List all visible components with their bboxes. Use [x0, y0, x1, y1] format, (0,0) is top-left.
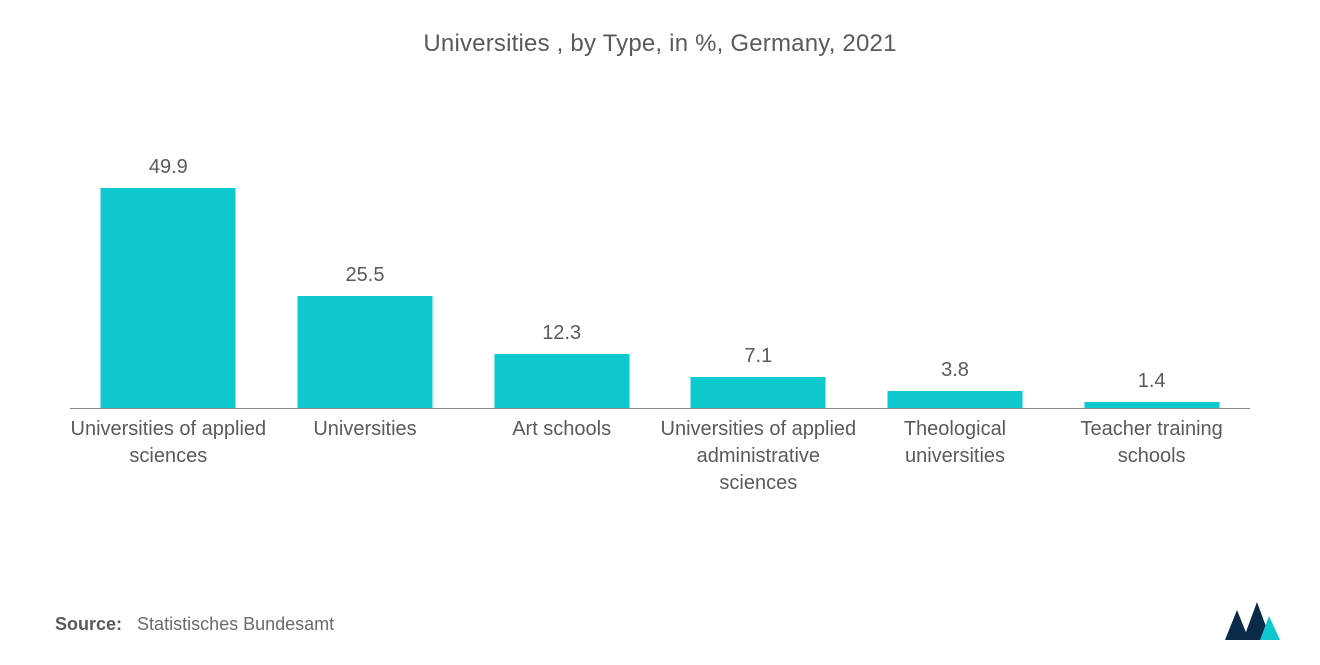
category-label: Universities [263, 416, 468, 443]
chart-canvas: Universities , by Type, in %, Germany, 2… [0, 0, 1320, 665]
bar-value-label: 7.1 [656, 345, 861, 368]
bar-slot: 12.3 Art schools [459, 118, 664, 538]
bar-value-label: 12.3 [459, 322, 664, 345]
bar-slot: 7.1 Universities of applied administrativ… [656, 118, 861, 538]
bar [691, 377, 826, 408]
chart-plot-area: 49.9Universities of applied sciences25.5… [40, 118, 1280, 538]
chart-title: Universities , by Type, in %, Germany, 2… [40, 30, 1280, 58]
category-label: Universities of applied sciences [66, 416, 271, 470]
bar-slot: 25.5 Universities [263, 118, 468, 538]
bar-value-label: 49.9 [66, 156, 271, 179]
source-attribution: Source: Statistisches Bundesamt [55, 614, 334, 635]
bar-slot: 1.4 Teacher training schools [1049, 118, 1254, 538]
category-label: Theological universities [853, 416, 1058, 470]
bar-value-label: 1.4 [1049, 370, 1254, 393]
bar [298, 296, 433, 408]
bar [101, 188, 236, 408]
bar [888, 391, 1023, 408]
bar [1084, 402, 1219, 408]
bar-slot: 49.9 Universities of applied sciences [66, 118, 271, 538]
brand-logo-icon [1225, 600, 1280, 640]
bar-value-label: 25.5 [263, 264, 468, 287]
bar-value-label: 3.8 [853, 359, 1058, 382]
category-label: Universities of applied administrative s… [656, 416, 861, 497]
bar-slot: 3.8 Theological universities [853, 118, 1058, 538]
source-label: Source: [55, 614, 122, 634]
category-label: Teacher training schools [1049, 416, 1254, 470]
source-text: Statistisches Bundesamt [137, 614, 334, 634]
bar [494, 354, 629, 408]
category-label: Art schools [459, 416, 664, 443]
